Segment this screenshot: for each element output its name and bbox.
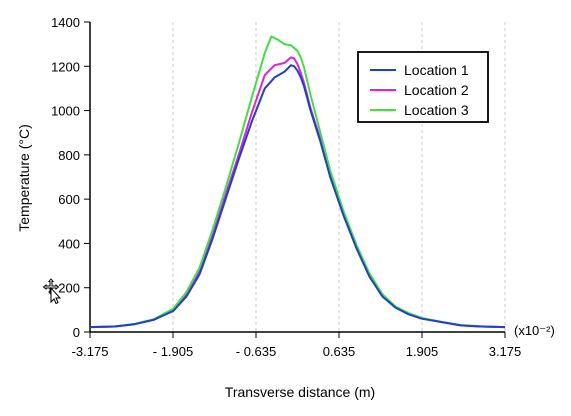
legend-label-3: Location 3 xyxy=(404,102,469,118)
y-tick-label: 1400 xyxy=(51,15,80,30)
y-tick-label: 1200 xyxy=(51,59,80,74)
x-tick-label: 0.635 xyxy=(323,344,356,359)
x-tick-label: 3.175 xyxy=(489,344,522,359)
x-tick-label: - 1.905 xyxy=(153,344,193,359)
y-tick-label: 1000 xyxy=(51,104,80,119)
x-tick-label: 1.905 xyxy=(406,344,439,359)
x-tick-label: - 0.635 xyxy=(236,344,276,359)
x-axis-label: Transverse distance (m) xyxy=(225,384,375,400)
x-tick-label: -3.175 xyxy=(72,344,109,359)
axes xyxy=(89,22,505,333)
legend: Location 1 Location 2 Location 3 xyxy=(357,51,489,123)
y-tick-label: 0 xyxy=(73,325,80,340)
x-multiplier-label: (x10⁻²) xyxy=(514,323,555,338)
y-tick-label: 600 xyxy=(58,192,80,207)
series-line-1 xyxy=(89,64,506,329)
vertical-gridlines xyxy=(172,22,506,332)
y-tick-label: 200 xyxy=(58,281,80,296)
move-cursor-icon xyxy=(42,278,62,304)
y-tick-label: 800 xyxy=(58,148,80,163)
legend-label-1: Location 1 xyxy=(404,62,469,78)
series-lines xyxy=(89,35,506,329)
y-axis-label: Temperature (°C) xyxy=(16,124,32,232)
legend-label-2: Location 2 xyxy=(404,82,469,98)
y-tick-label: 400 xyxy=(58,236,80,251)
